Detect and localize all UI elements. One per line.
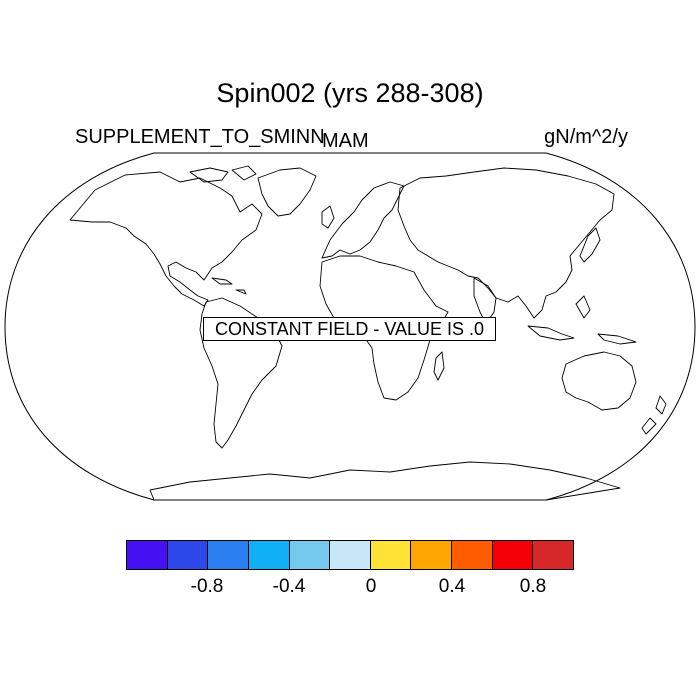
colorbar-swatch [452,541,493,569]
colorbar-tick-label: 0.4 [438,576,466,597]
plot-title: Spin002 (yrs 288-308) [216,78,484,108]
colorbar-tick-label: 0 [365,576,377,597]
season-label: MAM [322,130,369,152]
north-america-coast [69,171,263,307]
colorbar [126,540,574,570]
uk-coast [321,205,335,229]
arctic-islands [189,165,257,183]
constant-field-annotation: CONSTANT FIELD - VALUE IS .0 [203,317,496,341]
europe-coast [321,181,405,259]
asia-coast [397,167,615,319]
colorbar-swatch [533,541,574,569]
colorbar-swatch [289,541,331,569]
caribbean-islands [211,277,247,295]
colorbar-swatch [370,541,412,569]
variable-label: SUPPLEMENT_TO_SMINN [75,126,325,148]
colorbar-tick-label: 0.8 [519,576,547,597]
greenland-coast [257,167,317,217]
madagascar-coast [433,351,445,381]
australia-coast [561,351,637,411]
southeast-asia-islands [527,295,637,345]
japan-coast [579,227,601,263]
colorbar-swatch [248,541,290,569]
colorbar-swatch [411,541,453,569]
colorbar-tick-label: -0.4 [272,576,306,597]
colorbar-tick-label: -0.8 [190,576,224,597]
colorbar-swatch [492,541,534,569]
coastlines [69,165,667,501]
colorbar-swatch [167,541,209,569]
units-label: gN/m^2/y [544,126,628,148]
colorbar-swatch [208,541,249,569]
colorbar-swatch [330,541,371,569]
antarctica-coast [149,461,621,501]
new-zealand-coast [641,395,667,435]
colorbar-swatch [127,541,168,569]
